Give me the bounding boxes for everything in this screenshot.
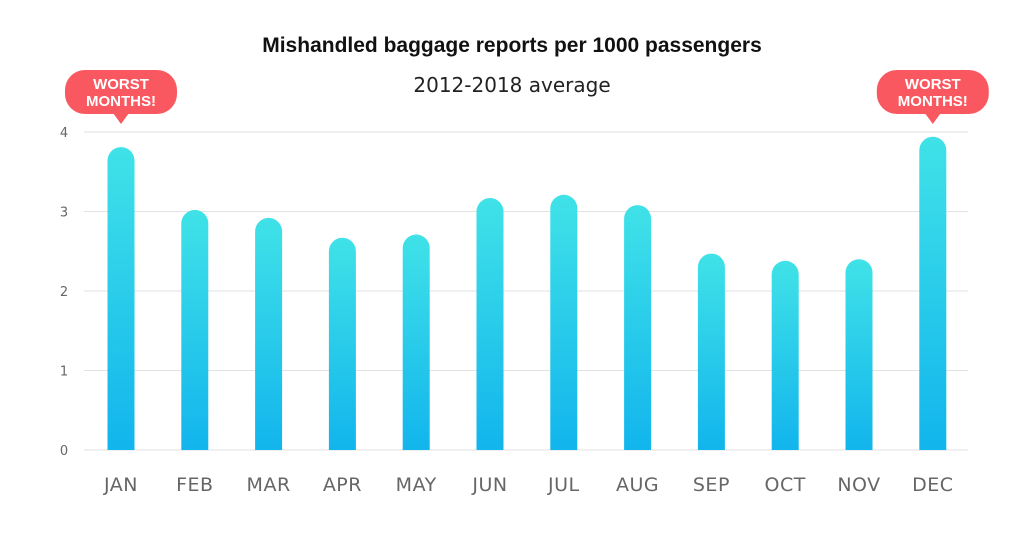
x-tick-label: AUG [616, 474, 659, 496]
x-tick-label: JUL [547, 474, 580, 496]
bar-jul [550, 194, 578, 450]
bar-jan [107, 147, 135, 451]
bar-feb [181, 209, 209, 450]
bar-dec [919, 136, 947, 450]
x-tick-label: MAY [396, 474, 437, 496]
bar-may [402, 234, 430, 450]
x-tick-label: FEB [176, 474, 213, 496]
callout-text: WORST [905, 76, 961, 93]
y-axis-ticks: 0 1 2 3 4 [60, 126, 68, 459]
callout-pointer [924, 113, 941, 124]
x-tick-label: JAN [103, 474, 138, 496]
y-tick-label: 3 [60, 206, 68, 221]
callout-bubble [65, 70, 177, 114]
x-tick-label: JUN [471, 474, 507, 496]
bar-sep [697, 253, 725, 450]
y-tick-label: 4 [60, 126, 68, 141]
chart-title: Mishandled baggage reports per 1000 pass… [262, 34, 762, 57]
gridlines [84, 131, 968, 451]
callout-text: MONTHS! [898, 93, 968, 110]
bars [107, 136, 947, 451]
x-tick-label: SEP [693, 474, 730, 496]
chart-subtitle: 2012-2018 average [413, 73, 611, 97]
bar-jun [476, 197, 504, 450]
x-tick-label: MAR [247, 474, 291, 496]
callout-text: WORST [93, 76, 149, 93]
bar-aug [624, 205, 652, 450]
callout-text: MONTHS! [86, 93, 156, 110]
bar-mar [255, 217, 283, 450]
x-tick-label: DEC [912, 474, 953, 496]
bar-apr [328, 237, 356, 450]
y-tick-label: 1 [60, 365, 68, 380]
bar-nov [845, 259, 873, 450]
x-tick-label: NOV [837, 474, 880, 496]
y-tick-label: 2 [60, 285, 68, 300]
y-tick-label: 0 [60, 444, 68, 459]
x-tick-label: OCT [765, 474, 806, 496]
bar-oct [771, 260, 799, 450]
x-axis-ticks: JAN FEB MAR APR MAY JUN JUL AUG SEP OCT NOV DEC [103, 474, 953, 496]
x-tick-label: APR [323, 474, 362, 496]
callout-bubble [876, 70, 989, 114]
callout-pointer [113, 113, 129, 124]
